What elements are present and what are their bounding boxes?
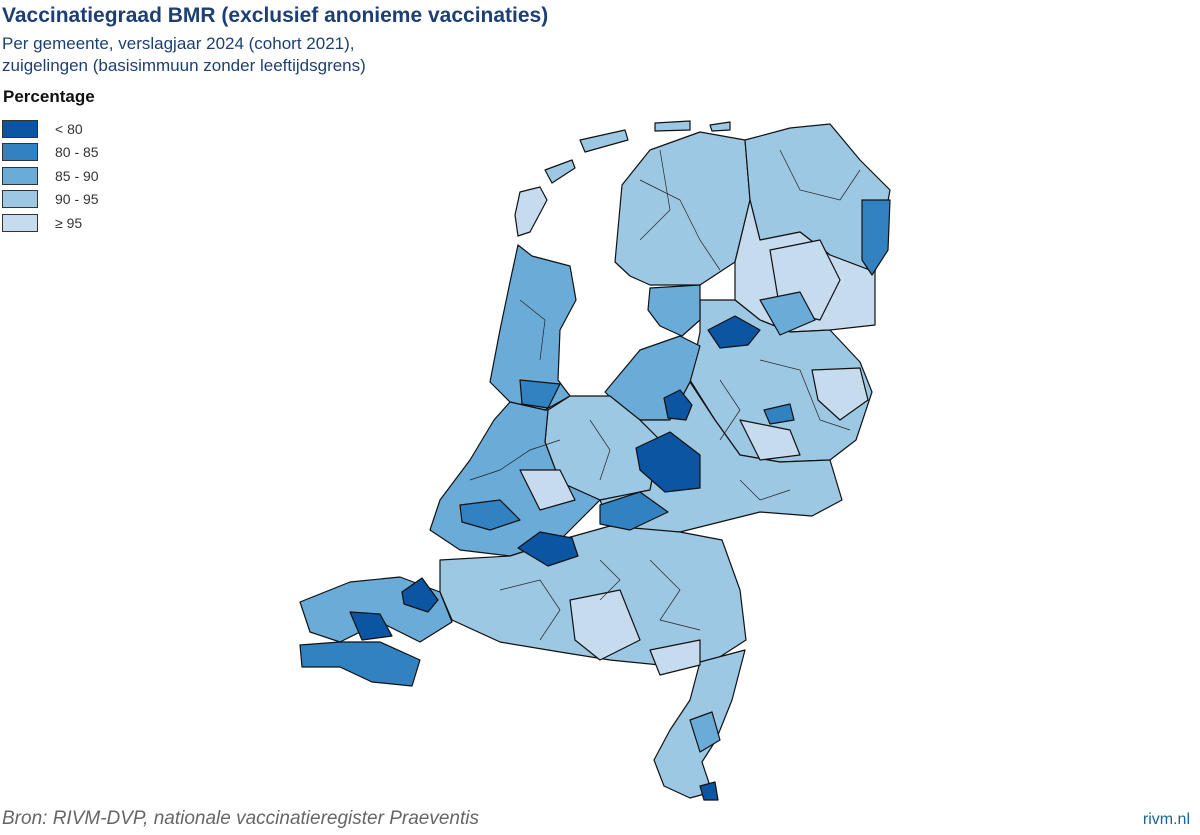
legend-item: 90 - 95 — [2, 188, 99, 212]
source: Bron: RIVM-DVP, nationale vaccinatieregi… — [2, 808, 479, 829]
region — [299, 641, 421, 687]
region — [517, 531, 579, 567]
region — [579, 129, 629, 153]
region — [519, 379, 561, 409]
region — [649, 639, 701, 676]
region — [759, 291, 816, 336]
region — [569, 589, 641, 661]
border — [599, 559, 621, 601]
region — [599, 381, 843, 533]
subtitle: zuigelingen (basisimmuun zonder leeftijd… — [2, 56, 366, 75]
legend-label: 85 - 90 — [55, 167, 99, 184]
legend-swatch — [2, 190, 38, 209]
legend-item: 80 - 85 — [2, 141, 99, 165]
region — [349, 611, 393, 641]
legend-swatch — [2, 143, 38, 162]
region — [544, 159, 576, 184]
legend-item: 85 - 90 — [2, 164, 99, 188]
border — [469, 439, 561, 481]
border — [499, 579, 561, 641]
legend-label: < 80 — [55, 120, 83, 137]
legend-label: ≥ 95 — [55, 214, 83, 231]
border — [719, 379, 741, 441]
region — [709, 121, 731, 132]
title: Vaccinatiegraad BMR (exclusief anonieme … — [2, 4, 549, 27]
border — [759, 359, 851, 431]
border — [589, 419, 611, 481]
region — [614, 131, 751, 286]
legend-swatch — [2, 213, 38, 232]
region — [861, 199, 891, 276]
region — [689, 711, 721, 753]
region — [519, 469, 576, 511]
border — [639, 179, 721, 271]
region — [514, 186, 548, 237]
legend: < 80 80 - 85 85 - 90 90 - 95 ≥ 95 — [2, 117, 99, 235]
legend-swatch — [2, 119, 38, 138]
legend-title: Percentage — [3, 87, 95, 106]
region — [763, 403, 795, 425]
region — [635, 431, 701, 493]
site-link: rivm.nl — [1142, 811, 1190, 828]
legend-label: 80 - 85 — [55, 144, 99, 161]
border — [739, 479, 791, 501]
subtitle: Per gemeente, verslagjaar 2024 (cohort 2… — [2, 34, 355, 53]
legend-item: < 80 — [2, 117, 99, 141]
legend-swatch — [2, 166, 38, 185]
region — [599, 491, 669, 531]
border — [519, 299, 546, 361]
legend-item: ≥ 95 — [2, 211, 99, 235]
region — [647, 284, 701, 337]
region — [654, 120, 691, 132]
region — [663, 389, 693, 421]
region — [739, 419, 801, 461]
region — [401, 577, 439, 613]
border — [639, 149, 671, 241]
border — [779, 149, 861, 201]
region — [699, 781, 719, 801]
border — [649, 559, 701, 631]
region — [707, 315, 761, 349]
region — [811, 367, 869, 421]
legend-label: 90 - 95 — [55, 191, 99, 208]
region — [459, 499, 521, 531]
